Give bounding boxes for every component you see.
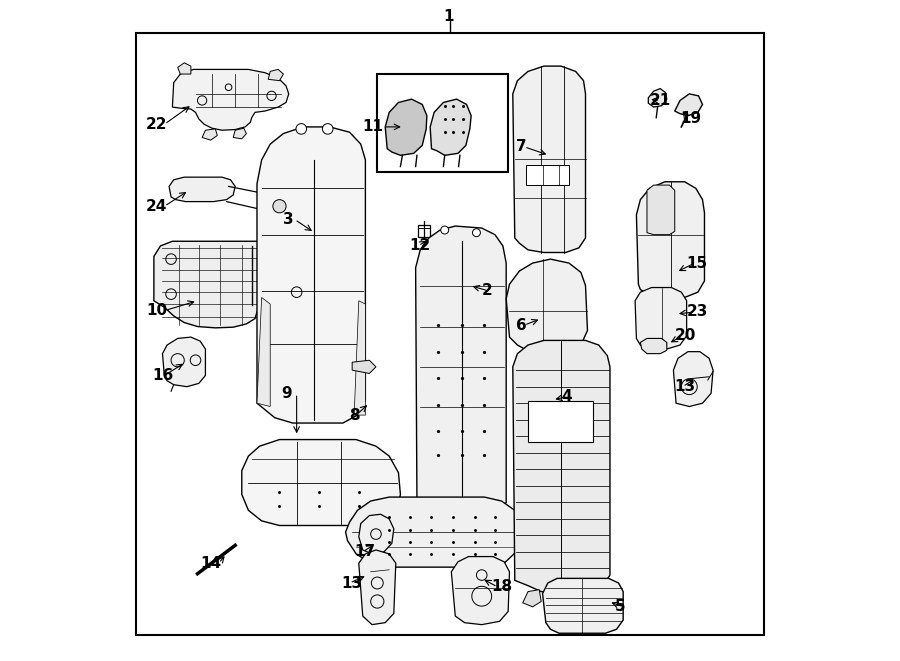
Polygon shape [635, 288, 687, 350]
Polygon shape [574, 590, 594, 608]
Polygon shape [641, 338, 667, 354]
Text: 19: 19 [680, 112, 701, 126]
Text: 15: 15 [687, 256, 707, 270]
Polygon shape [346, 497, 521, 567]
Text: 4: 4 [561, 389, 572, 404]
Text: 24: 24 [146, 199, 167, 214]
Polygon shape [636, 182, 705, 299]
Text: 22: 22 [146, 117, 167, 132]
Circle shape [472, 229, 481, 237]
Polygon shape [169, 177, 235, 202]
Text: 8: 8 [349, 408, 360, 422]
Polygon shape [268, 69, 284, 81]
Bar [528, 401, 593, 442]
Polygon shape [163, 337, 205, 387]
Polygon shape [513, 340, 610, 594]
Polygon shape [355, 301, 365, 415]
Text: 10: 10 [146, 303, 167, 318]
Circle shape [296, 124, 307, 134]
Text: 18: 18 [491, 580, 512, 594]
Polygon shape [673, 352, 713, 407]
Polygon shape [202, 129, 217, 140]
Text: 3: 3 [284, 212, 294, 227]
Text: 5: 5 [616, 600, 625, 614]
Text: 13: 13 [341, 576, 362, 590]
Polygon shape [359, 514, 394, 554]
Text: 21: 21 [650, 93, 670, 108]
Text: 14: 14 [200, 556, 221, 570]
Polygon shape [385, 99, 427, 155]
Bar [418, 225, 430, 237]
Polygon shape [416, 226, 506, 519]
Polygon shape [430, 99, 472, 155]
Polygon shape [506, 259, 588, 354]
Text: 9: 9 [281, 386, 292, 401]
Text: 13: 13 [675, 379, 696, 394]
Bar [526, 165, 569, 185]
Bar [377, 74, 508, 172]
Text: 20: 20 [675, 329, 696, 343]
Text: 2: 2 [482, 284, 492, 298]
Polygon shape [523, 590, 541, 607]
Polygon shape [451, 557, 509, 625]
Polygon shape [154, 241, 311, 328]
Text: 12: 12 [409, 239, 430, 253]
Text: 6: 6 [516, 318, 526, 332]
Polygon shape [352, 360, 376, 373]
Polygon shape [173, 69, 289, 130]
Circle shape [322, 124, 333, 134]
Polygon shape [177, 63, 191, 74]
Circle shape [441, 226, 449, 234]
Text: 1: 1 [444, 9, 454, 24]
Polygon shape [233, 128, 247, 139]
Polygon shape [359, 550, 396, 625]
Polygon shape [648, 89, 667, 107]
Polygon shape [257, 297, 270, 407]
Polygon shape [543, 578, 623, 633]
Text: 16: 16 [153, 368, 174, 383]
Polygon shape [647, 185, 675, 235]
Polygon shape [675, 94, 703, 116]
Circle shape [273, 200, 286, 213]
Polygon shape [513, 66, 586, 253]
Text: 7: 7 [516, 139, 526, 154]
Text: 11: 11 [363, 120, 383, 134]
Text: 17: 17 [355, 545, 375, 559]
Polygon shape [242, 440, 400, 525]
Text: 23: 23 [687, 305, 708, 319]
Polygon shape [257, 127, 365, 423]
